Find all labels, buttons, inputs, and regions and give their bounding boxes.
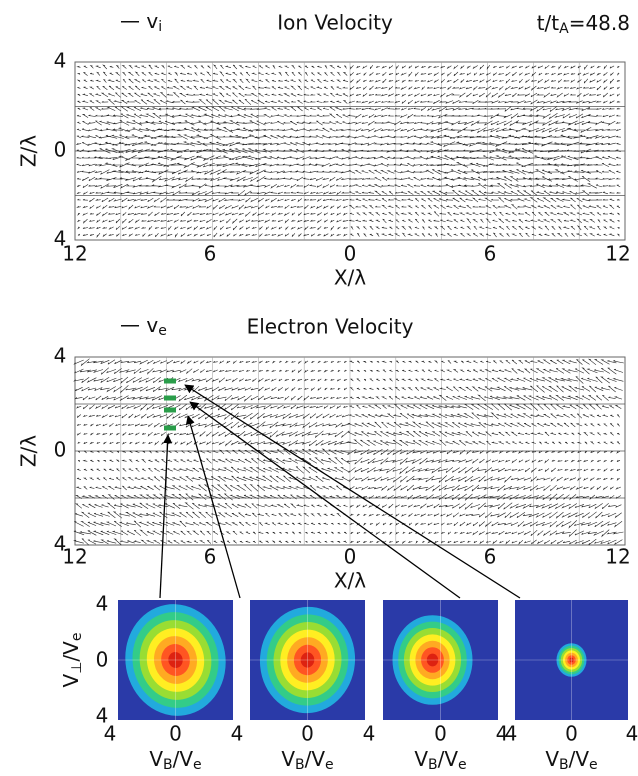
text-part: /V: [173, 747, 194, 771]
text-part: /V: [569, 747, 590, 771]
sample-marker: [164, 407, 176, 413]
panel-title: Ion Velocity: [277, 11, 393, 35]
sample-marker: [164, 378, 176, 384]
x-axis-label: X/λ: [334, 569, 366, 593]
x-tick-label: 4: [231, 722, 244, 746]
text-part: e: [589, 757, 598, 773]
vector-field: [73, 358, 624, 546]
x-axis-label: VB/Ve: [149, 747, 201, 774]
x-tick-label: 6: [204, 242, 217, 266]
text-part: i: [158, 19, 162, 35]
sample-marker: [164, 425, 176, 431]
x-axis-label: VB/Ve: [281, 747, 333, 774]
text-part: /V: [438, 747, 459, 771]
text-part: V: [149, 747, 163, 771]
text-part: V: [59, 673, 83, 687]
x-tick-label: 0: [169, 722, 182, 746]
connector-arrow: [185, 415, 241, 599]
y-tick-label: 0: [54, 438, 67, 462]
text-part: B: [295, 757, 305, 773]
text-part: B: [163, 757, 173, 773]
vector-field: [75, 64, 621, 238]
text-part: t/t: [537, 11, 560, 35]
text-part: V: [414, 747, 428, 771]
text-part: V: [281, 747, 295, 771]
text-part: v: [146, 9, 158, 33]
text-part: /V: [59, 641, 83, 662]
x-tick-label: 6: [484, 242, 497, 266]
x-tick-label: 4: [363, 722, 376, 746]
text-part: e: [158, 323, 167, 339]
y-tick-label: 0: [54, 138, 67, 162]
x-axis-label: VB/Ve: [414, 747, 466, 774]
text-part: A: [559, 21, 569, 37]
legend: — ve: [120, 313, 167, 340]
x-tick-label: 12: [62, 242, 87, 266]
text-part: e: [69, 633, 85, 642]
x-tick-label: 6: [484, 545, 497, 569]
text-part: ⊥: [69, 662, 85, 674]
text-part: v: [146, 313, 158, 337]
legend: — vi: [120, 9, 162, 36]
y-tick-label: 4: [54, 532, 67, 556]
x-axis-label: VB/Ve: [545, 747, 597, 774]
y-tick-label: 4: [96, 592, 109, 616]
connector-arrow: [184, 384, 521, 599]
y-axis-label: V⊥/Ve: [59, 633, 86, 688]
text-part: =48.8: [569, 11, 630, 35]
text-part: e: [325, 757, 334, 773]
panel-title: Electron Velocity: [247, 315, 414, 339]
y-axis-label: Z/λ: [17, 435, 41, 467]
y-tick-label: 4: [54, 49, 67, 73]
connector-arrow: [159, 434, 173, 599]
x-tick-label: 4: [505, 722, 518, 746]
connector-arrow: [189, 401, 461, 599]
y-tick-label: 0: [96, 648, 109, 672]
x-tick-label: 0: [434, 722, 447, 746]
text-part: e: [193, 757, 202, 773]
sample-marker: [164, 395, 176, 401]
x-tick-label: 12: [605, 242, 630, 266]
text-part: /V: [305, 747, 326, 771]
text-part: V: [545, 747, 559, 771]
y-axis-label: Z/λ: [17, 135, 41, 167]
x-tick-label: 4: [496, 722, 509, 746]
x-tick-label: 4: [626, 722, 638, 746]
x-tick-label: 12: [605, 545, 630, 569]
x-tick-label: 0: [344, 545, 357, 569]
x-axis-label: X/λ: [334, 266, 366, 290]
y-tick-label: 4: [54, 344, 67, 368]
x-tick-label: 0: [565, 722, 578, 746]
x-tick-label: 4: [104, 722, 117, 746]
text-part: e: [458, 757, 467, 773]
text-part: B: [559, 757, 569, 773]
x-tick-label: 0: [301, 722, 314, 746]
x-tick-label: 12: [62, 545, 87, 569]
x-tick-label: 0: [344, 242, 357, 266]
y-tick-label: 4: [54, 227, 67, 251]
time-label: t/tA=48.8: [537, 11, 630, 38]
y-tick-label: 4: [96, 704, 109, 728]
text-part: B: [428, 757, 438, 773]
x-tick-label: 6: [204, 545, 217, 569]
